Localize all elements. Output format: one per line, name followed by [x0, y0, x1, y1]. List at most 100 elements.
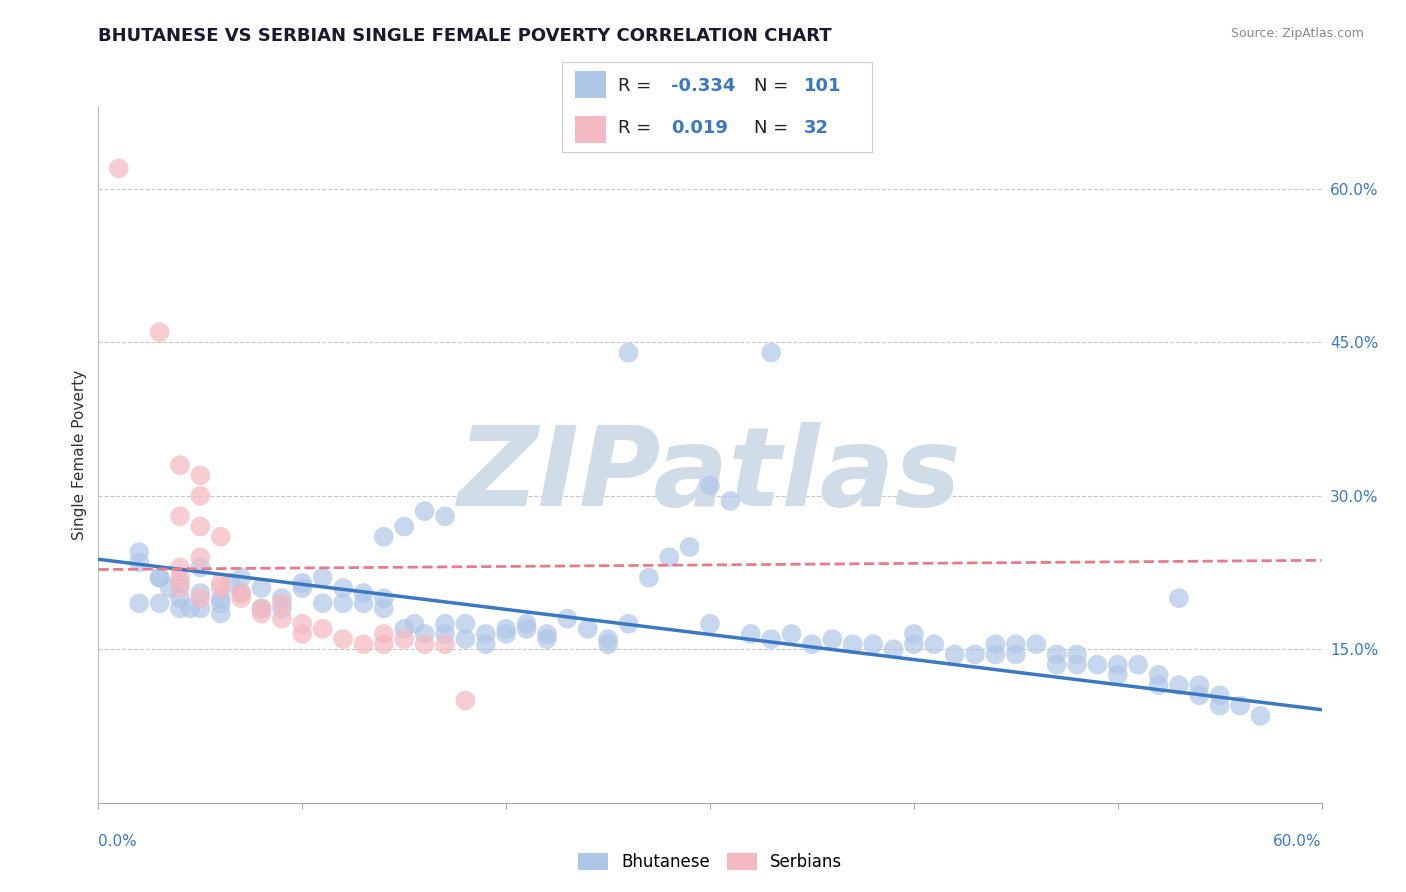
Point — [1004, 648, 1026, 662]
Point — [250, 581, 273, 595]
Point — [1167, 678, 1189, 692]
Point — [332, 596, 354, 610]
Point — [209, 581, 232, 595]
Point — [576, 622, 599, 636]
Point — [1188, 689, 1211, 703]
Point — [965, 648, 987, 662]
Point — [188, 586, 212, 600]
Point — [1249, 708, 1271, 723]
Point — [495, 622, 517, 636]
Point — [169, 601, 191, 615]
Legend: Bhutanese, Serbians: Bhutanese, Serbians — [571, 847, 849, 878]
Point — [291, 616, 314, 631]
Point — [352, 637, 374, 651]
Text: R =: R = — [619, 119, 651, 136]
Point — [413, 627, 436, 641]
Point — [231, 586, 253, 600]
Point — [128, 596, 150, 610]
Point — [434, 637, 457, 651]
Point — [128, 545, 150, 559]
Bar — [575, 71, 606, 98]
Point — [404, 616, 426, 631]
Point — [231, 591, 253, 606]
Point — [352, 596, 374, 610]
Point — [434, 627, 457, 641]
Point — [209, 607, 232, 621]
Point — [373, 591, 395, 606]
Point — [699, 478, 721, 492]
Point — [413, 504, 436, 518]
Point — [516, 622, 538, 636]
Point — [332, 581, 354, 595]
Point — [454, 616, 477, 631]
Point — [312, 622, 335, 636]
Point — [1045, 648, 1069, 662]
Point — [373, 627, 395, 641]
Point — [159, 581, 181, 595]
Point — [862, 637, 884, 651]
Point — [149, 571, 172, 585]
Point — [474, 627, 498, 641]
Text: -0.334: -0.334 — [671, 77, 735, 95]
Point — [169, 509, 191, 524]
Point — [291, 575, 314, 590]
Point — [188, 468, 212, 483]
Text: BHUTANESE VS SERBIAN SINGLE FEMALE POVERTY CORRELATION CHART: BHUTANESE VS SERBIAN SINGLE FEMALE POVER… — [98, 27, 832, 45]
Point — [209, 596, 232, 610]
Point — [841, 637, 863, 651]
Point — [821, 632, 844, 646]
Point — [903, 627, 925, 641]
Point — [1085, 657, 1108, 672]
Point — [250, 601, 273, 615]
Point — [1128, 657, 1150, 672]
Point — [179, 601, 201, 615]
Point — [434, 616, 457, 631]
Point — [270, 601, 294, 615]
Point — [598, 637, 620, 651]
Point — [128, 555, 150, 569]
Point — [373, 530, 395, 544]
Point — [943, 648, 966, 662]
Point — [454, 632, 477, 646]
Point — [373, 601, 395, 615]
Point — [516, 616, 538, 631]
Point — [1107, 668, 1129, 682]
Point — [392, 632, 416, 646]
Point — [1147, 668, 1170, 682]
Point — [312, 596, 335, 610]
Text: Source: ZipAtlas.com: Source: ZipAtlas.com — [1230, 27, 1364, 40]
Point — [699, 616, 721, 631]
Point — [761, 632, 783, 646]
Text: N =: N = — [754, 119, 789, 136]
Point — [638, 571, 661, 585]
Point — [188, 591, 212, 606]
Point — [209, 575, 232, 590]
Point — [169, 581, 191, 595]
Text: 60.0%: 60.0% — [1274, 834, 1322, 849]
Point — [617, 345, 640, 359]
Text: R =: R = — [619, 77, 651, 95]
Point — [188, 601, 212, 615]
Bar — [575, 116, 606, 143]
Point — [474, 637, 498, 651]
Point — [250, 601, 273, 615]
Point — [1188, 678, 1211, 692]
Point — [984, 648, 1007, 662]
Point — [332, 632, 354, 646]
Point — [1004, 637, 1026, 651]
Point — [209, 591, 232, 606]
Point — [149, 325, 172, 339]
Point — [1229, 698, 1251, 713]
Y-axis label: Single Female Poverty: Single Female Poverty — [72, 370, 87, 540]
Point — [495, 627, 517, 641]
Point — [1025, 637, 1047, 651]
Point — [250, 607, 273, 621]
Point — [149, 571, 172, 585]
Point — [188, 489, 212, 503]
Point — [413, 637, 436, 651]
Point — [1209, 698, 1232, 713]
Point — [617, 616, 640, 631]
Point — [149, 596, 172, 610]
Point — [219, 575, 242, 590]
Text: 101: 101 — [804, 77, 841, 95]
